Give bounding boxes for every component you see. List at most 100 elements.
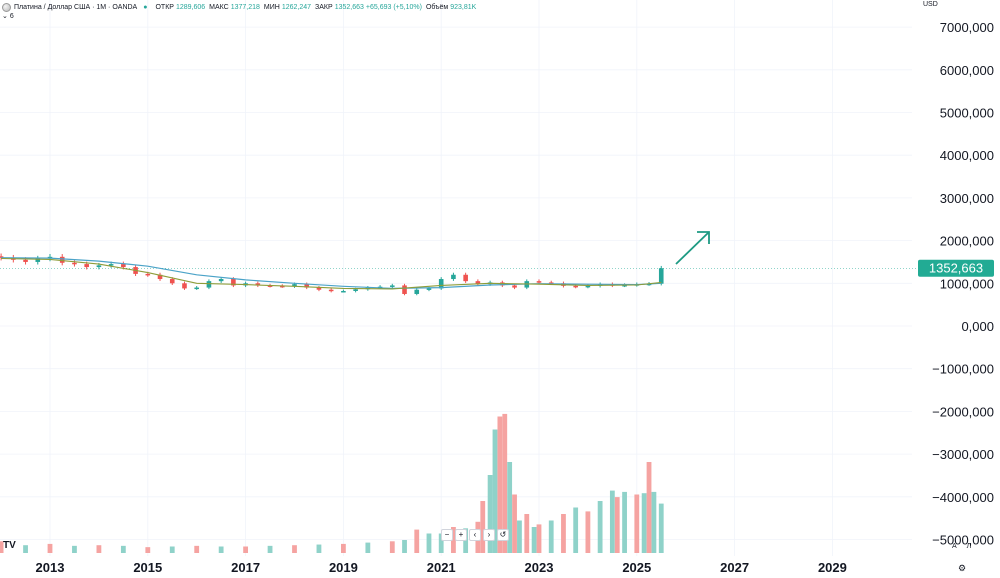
time-tick-label: 2017 (231, 560, 260, 575)
candle (536, 281, 542, 283)
price-tick-label: 2000,000 (940, 234, 994, 249)
currency-label[interactable]: USD (923, 1, 938, 8)
volume-bar (438, 533, 444, 553)
volume-bar (243, 546, 248, 553)
price-tick-label: −3000,000 (932, 447, 994, 462)
volume-bar (561, 514, 566, 553)
candle (622, 285, 627, 287)
candle (121, 264, 126, 268)
ma-fast-line (1, 257, 662, 290)
gear-icon[interactable]: ⚙ (958, 563, 967, 573)
candle (451, 274, 456, 280)
price-tick-label: 3000,000 (940, 191, 994, 206)
volume-bar (120, 545, 126, 553)
open-label: ОТКР (155, 3, 174, 11)
volume-bar (614, 497, 620, 553)
volume-bar (194, 545, 200, 553)
volume-bar (497, 416, 503, 553)
volume-bar (531, 527, 537, 553)
candle (206, 281, 212, 288)
volume-bar (658, 503, 664, 553)
zoom-in-button[interactable]: + (455, 529, 467, 541)
volume-bar (524, 514, 530, 553)
candle (108, 264, 114, 266)
candle (512, 285, 517, 288)
volume-bar (365, 542, 371, 553)
volume-bar (512, 494, 517, 553)
close-label: ЗАКР (315, 3, 333, 11)
last-price-label: 1352,663 (929, 261, 983, 276)
price-tick-label: 4000,000 (940, 148, 994, 163)
open-value: 1289,606 (175, 3, 206, 11)
low-value: 1262,247 (281, 3, 312, 11)
symbol-title[interactable]: Платина / Доллар США · 1М · OANDA (14, 3, 138, 11)
volume-bar (218, 546, 224, 553)
indicators-toggle[interactable]: ⌄ 6 (2, 12, 14, 20)
price-tick-label: 6000,000 (940, 63, 994, 78)
last-price-badge: 1352,663 (918, 259, 994, 277)
price-tick-label: 7000,000 (940, 20, 994, 35)
candle (475, 281, 481, 285)
market-open-icon: ● (143, 3, 148, 11)
time-tick-label: 2015 (133, 560, 162, 575)
volume-bar (389, 541, 395, 553)
zoom-out-button[interactable]: − (441, 529, 453, 541)
time-tick-label: 2023 (525, 560, 554, 575)
candle (279, 285, 285, 288)
price-tick-label: 0,000 (961, 319, 994, 334)
legend: Платина / Доллар США · 1М · OANDA ● ОТКР… (2, 1, 476, 13)
candle (231, 279, 236, 286)
price-tick-label: 5000,000 (940, 106, 994, 121)
scroll-forward-button[interactable]: › (483, 529, 495, 541)
time-tick-label: 2013 (36, 560, 65, 575)
reset-chart-button[interactable]: ↺ (497, 529, 509, 541)
log-scale-button[interactable]: Л (966, 543, 972, 550)
chart-nav: − + ‹ › ↺ (441, 529, 509, 541)
candle (426, 288, 432, 290)
volume-bar (634, 494, 640, 553)
candle (573, 285, 578, 288)
candle (72, 262, 77, 265)
low-label: МИН (263, 3, 280, 11)
volume-bar (502, 413, 508, 553)
scroll-back-button[interactable]: ‹ (469, 529, 481, 541)
change-value: +65,693 (+5,10%) (365, 3, 422, 11)
tradingview-logo-icon[interactable]: TV (3, 540, 16, 551)
candle (23, 259, 28, 262)
candle (341, 290, 346, 293)
volume-bar (72, 545, 77, 553)
candle (353, 289, 358, 291)
time-axis[interactable]: 2013 2015 2017 2019 2021 2023 2025 2027 2029 (36, 560, 847, 575)
indicators-count: 6 (9, 13, 14, 20)
volume-bar (451, 527, 456, 553)
candle (316, 287, 322, 290)
volume-bar (609, 490, 615, 553)
candle (218, 279, 224, 282)
candle (145, 273, 151, 276)
price-axis[interactable]: 7000,000 6000,000 5000,000 4000,000 3000,000… (932, 20, 994, 547)
volume-bar (292, 545, 297, 553)
time-tick-label: 2029 (818, 560, 847, 575)
price-tick-label: −1000,000 (932, 362, 994, 377)
volume-bar (651, 491, 657, 553)
candle (658, 268, 664, 284)
auto-scale-button[interactable]: А (952, 543, 957, 550)
time-tick-label: 2019 (329, 560, 358, 575)
candle (84, 264, 89, 268)
volume-bar (517, 520, 522, 553)
candle (402, 285, 407, 294)
volume-bar (0, 541, 4, 553)
up-arrow-icon (675, 231, 710, 265)
scale-modes: А Л (952, 543, 971, 550)
ma-slow-line (1, 257, 662, 290)
volume-bar (487, 475, 493, 553)
volume-bar (597, 501, 603, 553)
volume-bar (573, 507, 579, 553)
volume-bar (316, 544, 322, 553)
candle (585, 285, 591, 288)
candle (59, 256, 65, 263)
volume-bar (145, 547, 151, 553)
volume-bar (507, 462, 513, 553)
volume-bar (641, 493, 647, 553)
